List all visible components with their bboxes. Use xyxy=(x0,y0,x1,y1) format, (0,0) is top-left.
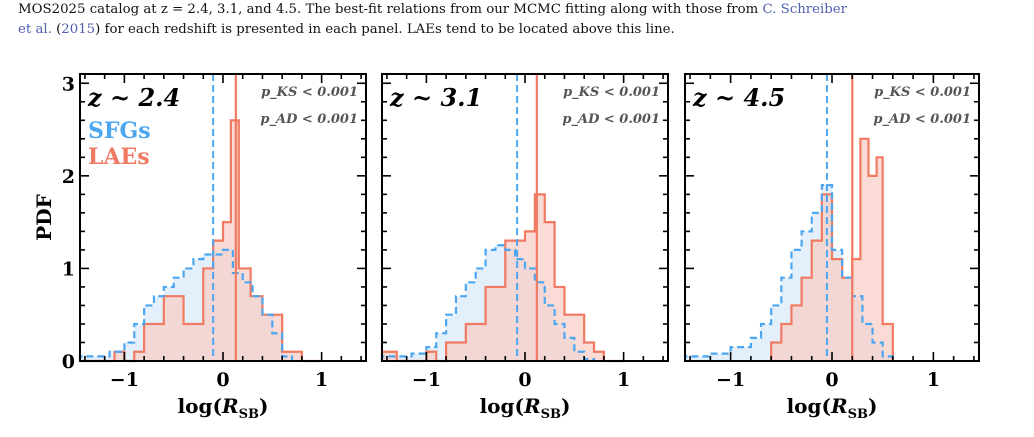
caption-line-1: MOS2025 catalog at z = 2.4, 3.1, and 4.5… xyxy=(18,2,763,17)
x-tick-label: −1 xyxy=(412,369,441,391)
caption-paren-open: ( xyxy=(51,22,62,37)
x-axis-label: log(RSB) xyxy=(787,394,878,422)
y-tick-label: 1 xyxy=(62,258,75,280)
legend-sfgs: SFGs xyxy=(88,118,151,144)
citation-link-schreiber[interactable]: C. Schreiber xyxy=(762,2,847,17)
x-tick-label: −1 xyxy=(716,369,745,391)
x-tick-label: 1 xyxy=(927,369,940,391)
x-axis-label: log(RSB) xyxy=(480,394,571,422)
x-tick-label: 0 xyxy=(825,369,838,391)
redshift-label: z ~ 2.4 xyxy=(87,83,180,112)
stat-label-1: p_KS < 0.001 xyxy=(874,85,971,100)
lae-histogram-fill xyxy=(382,194,624,361)
citation-link-etal[interactable]: et al. xyxy=(18,22,52,37)
y-tick-label: 0 xyxy=(62,351,75,373)
stat-label-1: p_KS < 0.001 xyxy=(261,85,358,100)
stat-label-2: p_AD < 0.001 xyxy=(873,112,971,127)
y-tick-label: 3 xyxy=(62,73,75,95)
y-tick-label: 2 xyxy=(62,166,75,188)
lae-histogram-step xyxy=(770,137,894,361)
x-tick-label: 1 xyxy=(617,369,630,391)
x-tick-label: 0 xyxy=(518,369,531,391)
redshift-label: z ~ 3.1 xyxy=(389,83,482,112)
stat-label-1: p_KS < 0.001 xyxy=(563,85,660,100)
x-tick-label: 1 xyxy=(315,369,328,391)
x-tick-label: −1 xyxy=(110,369,139,391)
stat-label-2: p_AD < 0.001 xyxy=(562,112,660,127)
citation-link-year[interactable]: 2015 xyxy=(61,22,96,37)
legend-laes: LAEs xyxy=(88,144,150,170)
x-tick-label: 0 xyxy=(216,369,229,391)
figure-caption: MOS2025 catalog at z = 2.4, 3.1, and 4.5… xyxy=(18,0,1018,40)
histogram-panel-3: −1 0 1 log(RSB) z ~ 4.5 p_KS < 0.001 p_AD < 0.… xyxy=(683,73,980,422)
x-axis-label: log(RSB) xyxy=(178,394,269,422)
lae-histogram-fill xyxy=(80,120,322,362)
sfg-histogram-step xyxy=(78,248,294,361)
histogram-panel-1: −1 0 1 0 1 2 3 PDF log(RSB) z ~ 2.4 p_KS < 0.001 p_… xyxy=(32,73,367,422)
histogram-panel-2: −1 0 1 log(RSB) z ~ 3.1 p_KS < 0.001 p_AD < 0.… xyxy=(380,73,669,422)
redshift-label: z ~ 4.5 xyxy=(692,83,785,112)
caption-line-2: ) for each redshift is presented in each… xyxy=(95,22,675,37)
y-axis-label: PDF xyxy=(32,194,56,241)
stat-label-2: p_AD < 0.001 xyxy=(260,112,358,127)
